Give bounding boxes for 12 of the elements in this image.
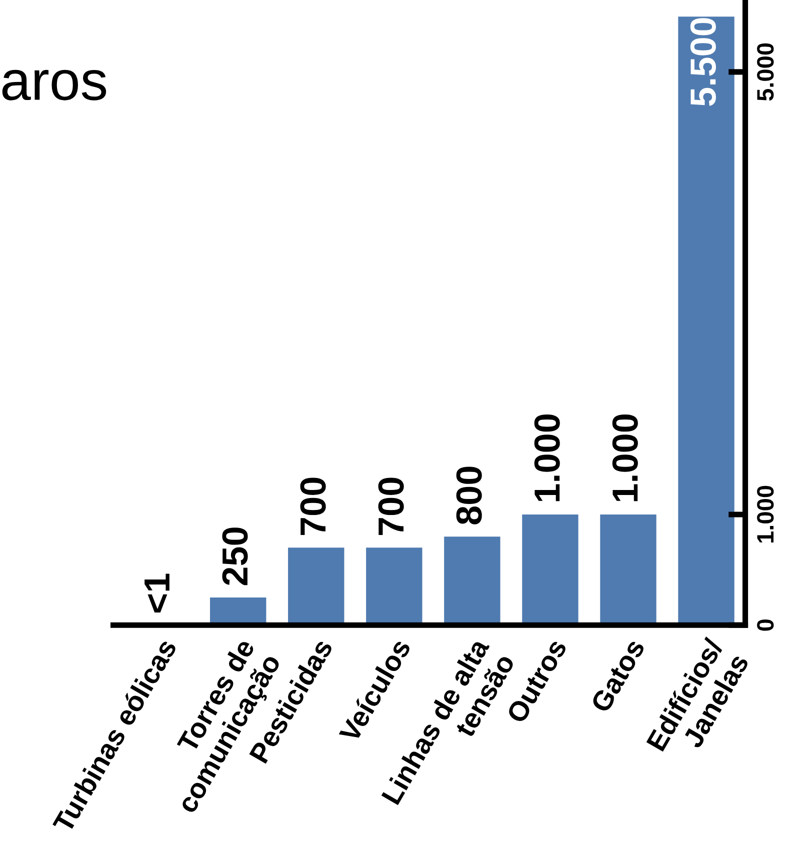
data-label: 700 [300, 478, 326, 536]
y-tick-label: 0 [757, 620, 774, 631]
data-label: 5.500 [690, 18, 716, 106]
data-label: 250 [222, 528, 248, 586]
data-label: 1.000 [534, 414, 560, 502]
data-label: 1.000 [612, 414, 638, 502]
y-tick-label: 5.000 [757, 43, 774, 101]
y-tick-label: 1.000 [757, 486, 774, 543]
data-label: 800 [456, 466, 482, 524]
data-label: <1 [144, 574, 170, 612]
text: aros [2, 70, 106, 100]
data-label: 700 [378, 478, 404, 536]
